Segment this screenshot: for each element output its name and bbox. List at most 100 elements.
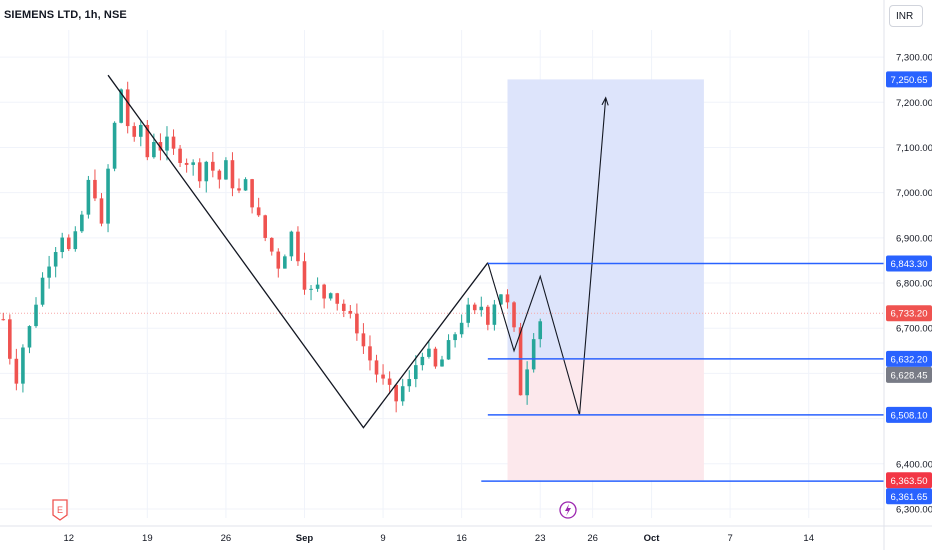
- y-tick-label: 6,800.00: [896, 279, 932, 290]
- candle-body: [184, 162, 189, 165]
- candle-body: [21, 347, 25, 384]
- price-badge-label: 6,632.20: [891, 354, 928, 365]
- candle-body: [302, 261, 307, 290]
- candle-body: [145, 124, 150, 158]
- candle-body: [499, 294, 503, 305]
- x-tick-label: 9: [380, 533, 385, 544]
- candle-body: [518, 327, 523, 396]
- candle-body: [14, 358, 19, 384]
- price-badge: [886, 488, 932, 505]
- candle-body: [132, 126, 137, 137]
- x-tick-label: 19: [142, 533, 153, 544]
- candle-body: [414, 365, 418, 380]
- candle-body: [361, 333, 366, 347]
- drawings[interactable]: [107, 74, 884, 482]
- x-tick-label: 26: [587, 533, 598, 544]
- candle-body: [217, 170, 222, 180]
- candle-body: [309, 288, 313, 290]
- projection-arrowhead: [601, 96, 609, 106]
- split-icon[interactable]: [559, 501, 577, 519]
- y-tick-label: 7,100.00: [896, 143, 932, 154]
- event-icons[interactable]: E: [52, 499, 577, 521]
- candle-body: [296, 231, 300, 262]
- candle-body: [289, 231, 294, 257]
- candle-body: [178, 148, 182, 163]
- price-badge-label: 6,628.45: [891, 370, 928, 381]
- candle-body: [486, 306, 490, 325]
- candle-body: [348, 310, 353, 314]
- candle-body: [119, 89, 123, 123]
- candle-body: [230, 160, 235, 189]
- candle-body: [387, 378, 392, 385]
- x-tick-label: 23: [535, 533, 546, 544]
- candle-body: [53, 252, 58, 267]
- split-icon-bolt: [565, 504, 571, 516]
- currency-button[interactable]: INR: [889, 5, 923, 27]
- price-badges: 7,250.65 6,843.30 6,733.20 6,632.20 6,628.45…: [886, 71, 932, 505]
- candle-body: [60, 237, 65, 253]
- candle-body: [355, 313, 359, 334]
- candle-body: [243, 179, 248, 191]
- candle-body: [538, 321, 543, 340]
- candle-body: [315, 284, 320, 289]
- candle-body: [341, 303, 346, 311]
- candle-body: [466, 304, 470, 323]
- candle-body: [250, 179, 254, 208]
- candle-body: [197, 162, 202, 182]
- candle-body: [171, 136, 176, 149]
- candle-body: [211, 161, 215, 171]
- candle-body: [420, 356, 425, 366]
- candle-body: [335, 293, 340, 304]
- candle-body: [381, 374, 385, 379]
- candle-body: [453, 334, 457, 341]
- candle-body: [165, 136, 169, 151]
- candle-body: [8, 319, 12, 359]
- x-tick-label: 12: [63, 533, 74, 544]
- stop-zone: [507, 358, 704, 481]
- candle-body: [99, 198, 104, 224]
- price-badge: [886, 305, 932, 322]
- price-badge-label: 6,508.10: [891, 410, 928, 421]
- candle-body: [283, 256, 287, 269]
- y-tick-label: 7,000.00: [896, 188, 932, 199]
- candle-body: [224, 160, 228, 180]
- candle-body: [125, 89, 130, 127]
- candle-body: [505, 294, 510, 303]
- candle-body: [34, 304, 38, 327]
- candle-body: [531, 339, 536, 370]
- candle-body: [80, 214, 84, 232]
- y-tick-label: 7,300.00: [896, 53, 932, 64]
- candle-body: [322, 284, 326, 299]
- candle-body: [86, 179, 91, 215]
- price-badge: [886, 350, 932, 367]
- earnings-icon[interactable]: E: [52, 499, 68, 521]
- candle-body: [427, 348, 431, 357]
- candle-body: [433, 348, 438, 367]
- candle-body: [269, 237, 274, 252]
- candle-body: [138, 124, 143, 137]
- candle-body: [446, 340, 451, 360]
- price-badge: [886, 472, 932, 489]
- grid: [0, 30, 884, 518]
- projection-path: [487, 97, 607, 416]
- candle-body: [112, 122, 117, 169]
- candle-body: [479, 306, 484, 311]
- candle-body: [93, 179, 97, 199]
- candle-body: [492, 304, 497, 325]
- earnings-icon-glyph: E: [57, 505, 63, 515]
- candle-body: [440, 359, 444, 367]
- x-tick-label: 16: [456, 533, 467, 544]
- y-tick-label: 7,200.00: [896, 98, 932, 109]
- candle-body: [237, 188, 241, 191]
- price-badge-label: 6,361.65: [891, 492, 928, 503]
- candle-body: [40, 277, 45, 305]
- candle-body: [106, 168, 110, 224]
- price-badge: [886, 255, 932, 272]
- candle-body: [27, 326, 32, 348]
- y-tick-label: 6,400.00: [896, 459, 932, 470]
- position-zones: [0, 79, 884, 481]
- price-badge-label: 6,733.20: [891, 309, 928, 320]
- target-zone: [507, 79, 704, 359]
- price-badge: [886, 406, 932, 423]
